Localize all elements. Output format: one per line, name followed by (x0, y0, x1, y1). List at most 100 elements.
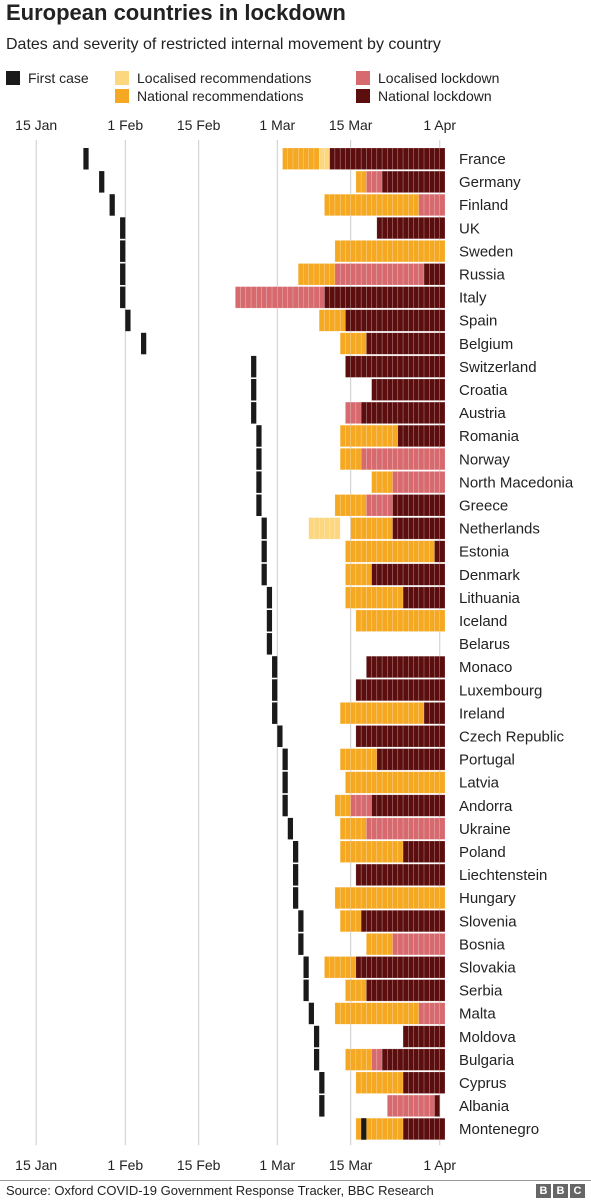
country-label: Portugal (459, 752, 515, 769)
bar-day-nrec (381, 840, 388, 863)
bar-day-nrec (350, 956, 357, 979)
bar-day-nlock (418, 863, 425, 886)
bar-day-nrec (439, 240, 446, 263)
bar-day-nrec (387, 702, 393, 725)
bar-day-nlock (371, 401, 378, 424)
bar-day-llock (350, 401, 357, 424)
bar-day-lrec (318, 147, 325, 170)
first-case-marker (282, 794, 288, 817)
bar-day-nrec (345, 840, 351, 863)
legend-item-localised-lockdown: Localised lockdown (356, 70, 499, 86)
bar-day-nlock (387, 147, 393, 170)
bar-day-llock (397, 817, 404, 840)
first-case-marker (120, 240, 126, 262)
bar-day-nrec (339, 309, 346, 332)
country-label: Monaco (459, 659, 512, 676)
bar-day-nlock (376, 679, 383, 702)
bar-day-llock (387, 1094, 393, 1117)
bar-day-llock (366, 817, 372, 840)
bar-day-nlock (381, 956, 388, 979)
bar-day-nlock (339, 147, 346, 170)
bar-day-nrec (350, 771, 357, 794)
bar-day-nrec (355, 586, 362, 609)
first-case-marker (319, 1095, 325, 1117)
bar-day-nlock (439, 1025, 446, 1048)
bar-day-nrec (339, 840, 346, 863)
legend-label-national-lockdown: National lockdown (378, 88, 492, 104)
bar-day-nrec (397, 193, 404, 216)
bar-day-nlock (439, 494, 446, 517)
bar-day-llock (418, 448, 425, 471)
bar-day-nlock (434, 840, 441, 863)
first-case-marker (256, 448, 262, 470)
first-case-marker (83, 148, 89, 170)
bar-day-nlock (418, 401, 425, 424)
country-label: Cyprus (459, 1075, 507, 1092)
bar-day-nrec (402, 702, 409, 725)
bar-day-nrec (376, 933, 383, 956)
bar-day-nlock (376, 378, 383, 401)
bar-day-nrec (371, 471, 378, 494)
bar-day-nlock (402, 586, 409, 609)
bar-day-nlock (387, 748, 393, 771)
bar-day-nlock (434, 1025, 441, 1048)
bar-day-nrec (345, 1002, 351, 1025)
bar-day-nrec (355, 910, 362, 933)
bar-day-nlock (334, 286, 341, 309)
bar-day-llock (376, 817, 383, 840)
bar-day-nrec (339, 702, 346, 725)
first-case-marker (293, 887, 299, 909)
bar-day-nlock (381, 910, 388, 933)
bar-day-nrec (350, 1048, 357, 1071)
bar-day-llock (429, 193, 435, 216)
first-case-marker (303, 979, 309, 1002)
bar-day-nlock (408, 794, 414, 817)
bar-day-llock (402, 1094, 409, 1117)
bar-day-nlock (376, 217, 383, 240)
bar-day-nrec (339, 332, 346, 355)
bar-day-lrec (308, 517, 315, 540)
bar-day-nlock (397, 401, 404, 424)
bar-day-nlock (360, 725, 367, 748)
bar-day-nlock (439, 586, 446, 609)
bar-day-nlock (439, 263, 446, 286)
country-label: Belarus (459, 636, 510, 653)
bar-day-nlock (402, 863, 409, 886)
bar-day-nlock (392, 1048, 399, 1071)
bar-day-nrec (355, 771, 362, 794)
bar-day-nlock (408, 1025, 414, 1048)
bar-day-nrec (392, 193, 399, 216)
bar-day-nlock (397, 217, 404, 240)
bar-day-llock (292, 286, 299, 309)
bar-day-nrec (371, 240, 378, 263)
bar-day-llock (423, 1094, 430, 1117)
bar-day-nrec (397, 886, 404, 909)
bar-day-nlock (360, 309, 367, 332)
bar-day-nrec (345, 494, 351, 517)
first-case-marker (361, 1118, 367, 1140)
bar-day-nlock (423, 1071, 430, 1094)
bar-day-nrec (371, 517, 378, 540)
bar-day-nlock (439, 748, 446, 771)
bar-day-nrec (387, 193, 393, 216)
bar-day-llock (308, 286, 315, 309)
bar-day-nlock (408, 147, 414, 170)
bar-day-nrec (423, 886, 430, 909)
bar-day-nlock (392, 679, 399, 702)
bar-day-nrec (397, 586, 404, 609)
bar-day-nlock (376, 147, 383, 170)
bar-day-nlock (429, 725, 435, 748)
bar-day-nlock (397, 794, 404, 817)
bar-day-llock (418, 263, 425, 286)
bar-day-llock (402, 471, 409, 494)
bar-day-nlock (429, 1071, 435, 1094)
bar-day-nlock (434, 401, 441, 424)
country-label: Serbia (459, 983, 503, 1000)
first-case-marker (251, 355, 257, 378)
bar-day-llock (371, 494, 378, 517)
bar-day-nlock (429, 1117, 435, 1140)
bar-day-nlock (429, 332, 435, 355)
bar-day-nlock (397, 1048, 404, 1071)
bar-day-nlock (360, 147, 367, 170)
